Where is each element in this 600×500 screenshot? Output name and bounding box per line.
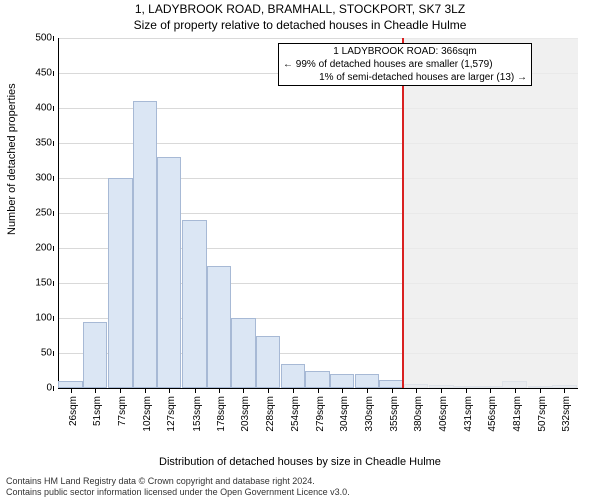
x-axis-label: Distribution of detached houses by size … <box>0 456 600 468</box>
y-tick-label: 500 <box>35 33 58 44</box>
bar <box>108 178 132 388</box>
bar <box>58 381 82 388</box>
bar <box>231 318 255 388</box>
y-axis-label: Number of detached properties <box>6 83 18 235</box>
x-tick-label: 532sqm <box>561 396 572 432</box>
footer-attribution: Contains HM Land Registry data © Crown c… <box>6 476 350 499</box>
plot-area: 05010015020025030035040045050026sqm51sqm… <box>58 38 578 388</box>
x-tick-label: 355sqm <box>389 396 400 432</box>
x-tick-label: 178sqm <box>216 396 227 432</box>
marker-line <box>402 38 404 388</box>
bar <box>379 380 403 388</box>
x-tick-label: 431sqm <box>463 396 474 432</box>
x-tick-label: 456sqm <box>487 396 498 432</box>
x-tick-label: 51sqm <box>92 396 103 426</box>
chart-container: 1, LADYBROOK ROAD, BRAMHALL, STOCKPORT, … <box>0 0 600 500</box>
y-tick-label: 250 <box>35 208 58 219</box>
y-tick-label: 400 <box>35 103 58 114</box>
bar <box>133 101 157 388</box>
bar <box>256 336 280 389</box>
annotation-line-2: ← 99% of detached houses are smaller (1,… <box>283 58 527 71</box>
bar <box>330 374 354 388</box>
chart-subtitle: Size of property relative to detached ho… <box>0 18 600 32</box>
x-tick-label: 77sqm <box>117 396 128 426</box>
bar <box>182 220 206 388</box>
x-axis <box>58 388 578 389</box>
bar <box>305 371 329 389</box>
x-tick-label: 26sqm <box>68 396 79 426</box>
x-tick-label: 481sqm <box>512 396 523 432</box>
shade-region <box>402 38 578 388</box>
x-tick-label: 279sqm <box>315 396 326 432</box>
bar <box>157 157 181 388</box>
annotation-box: 1 LADYBROOK ROAD: 366sqm← 99% of detache… <box>278 43 532 86</box>
x-tick-label: 228sqm <box>265 396 276 432</box>
bar <box>83 322 107 389</box>
x-tick-label: 507sqm <box>537 396 548 432</box>
footer-line-1: Contains HM Land Registry data © Crown c… <box>6 476 350 487</box>
bar <box>207 266 231 389</box>
y-tick-label: 450 <box>35 68 58 79</box>
x-tick-label: 406sqm <box>438 396 449 432</box>
x-tick-label: 304sqm <box>339 396 350 432</box>
plot-inner: 05010015020025030035040045050026sqm51sqm… <box>58 38 578 388</box>
x-tick-label: 153sqm <box>192 396 203 432</box>
x-tick-label: 330sqm <box>364 396 375 432</box>
y-tick-label: 100 <box>35 313 58 324</box>
x-tick-label: 254sqm <box>290 396 301 432</box>
y-axis <box>58 38 59 388</box>
x-tick-label: 380sqm <box>413 396 424 432</box>
y-tick-label: 200 <box>35 243 58 254</box>
bar <box>281 364 305 389</box>
page-title: 1, LADYBROOK ROAD, BRAMHALL, STOCKPORT, … <box>0 2 600 16</box>
x-tick-label: 102sqm <box>142 396 153 432</box>
x-tick-label: 203sqm <box>240 396 251 432</box>
y-tick-label: 50 <box>41 348 58 359</box>
bar <box>355 374 379 388</box>
y-tick-label: 150 <box>35 278 58 289</box>
x-tick-label: 127sqm <box>166 396 177 432</box>
y-tick-label: 0 <box>46 383 58 394</box>
y-tick-label: 350 <box>35 138 58 149</box>
footer-line-2: Contains public sector information licen… <box>6 487 350 498</box>
y-tick-label: 300 <box>35 173 58 184</box>
annotation-line-1: 1 LADYBROOK ROAD: 366sqm <box>283 45 527 58</box>
annotation-line-3: 1% of semi-detached houses are larger (1… <box>283 71 527 84</box>
